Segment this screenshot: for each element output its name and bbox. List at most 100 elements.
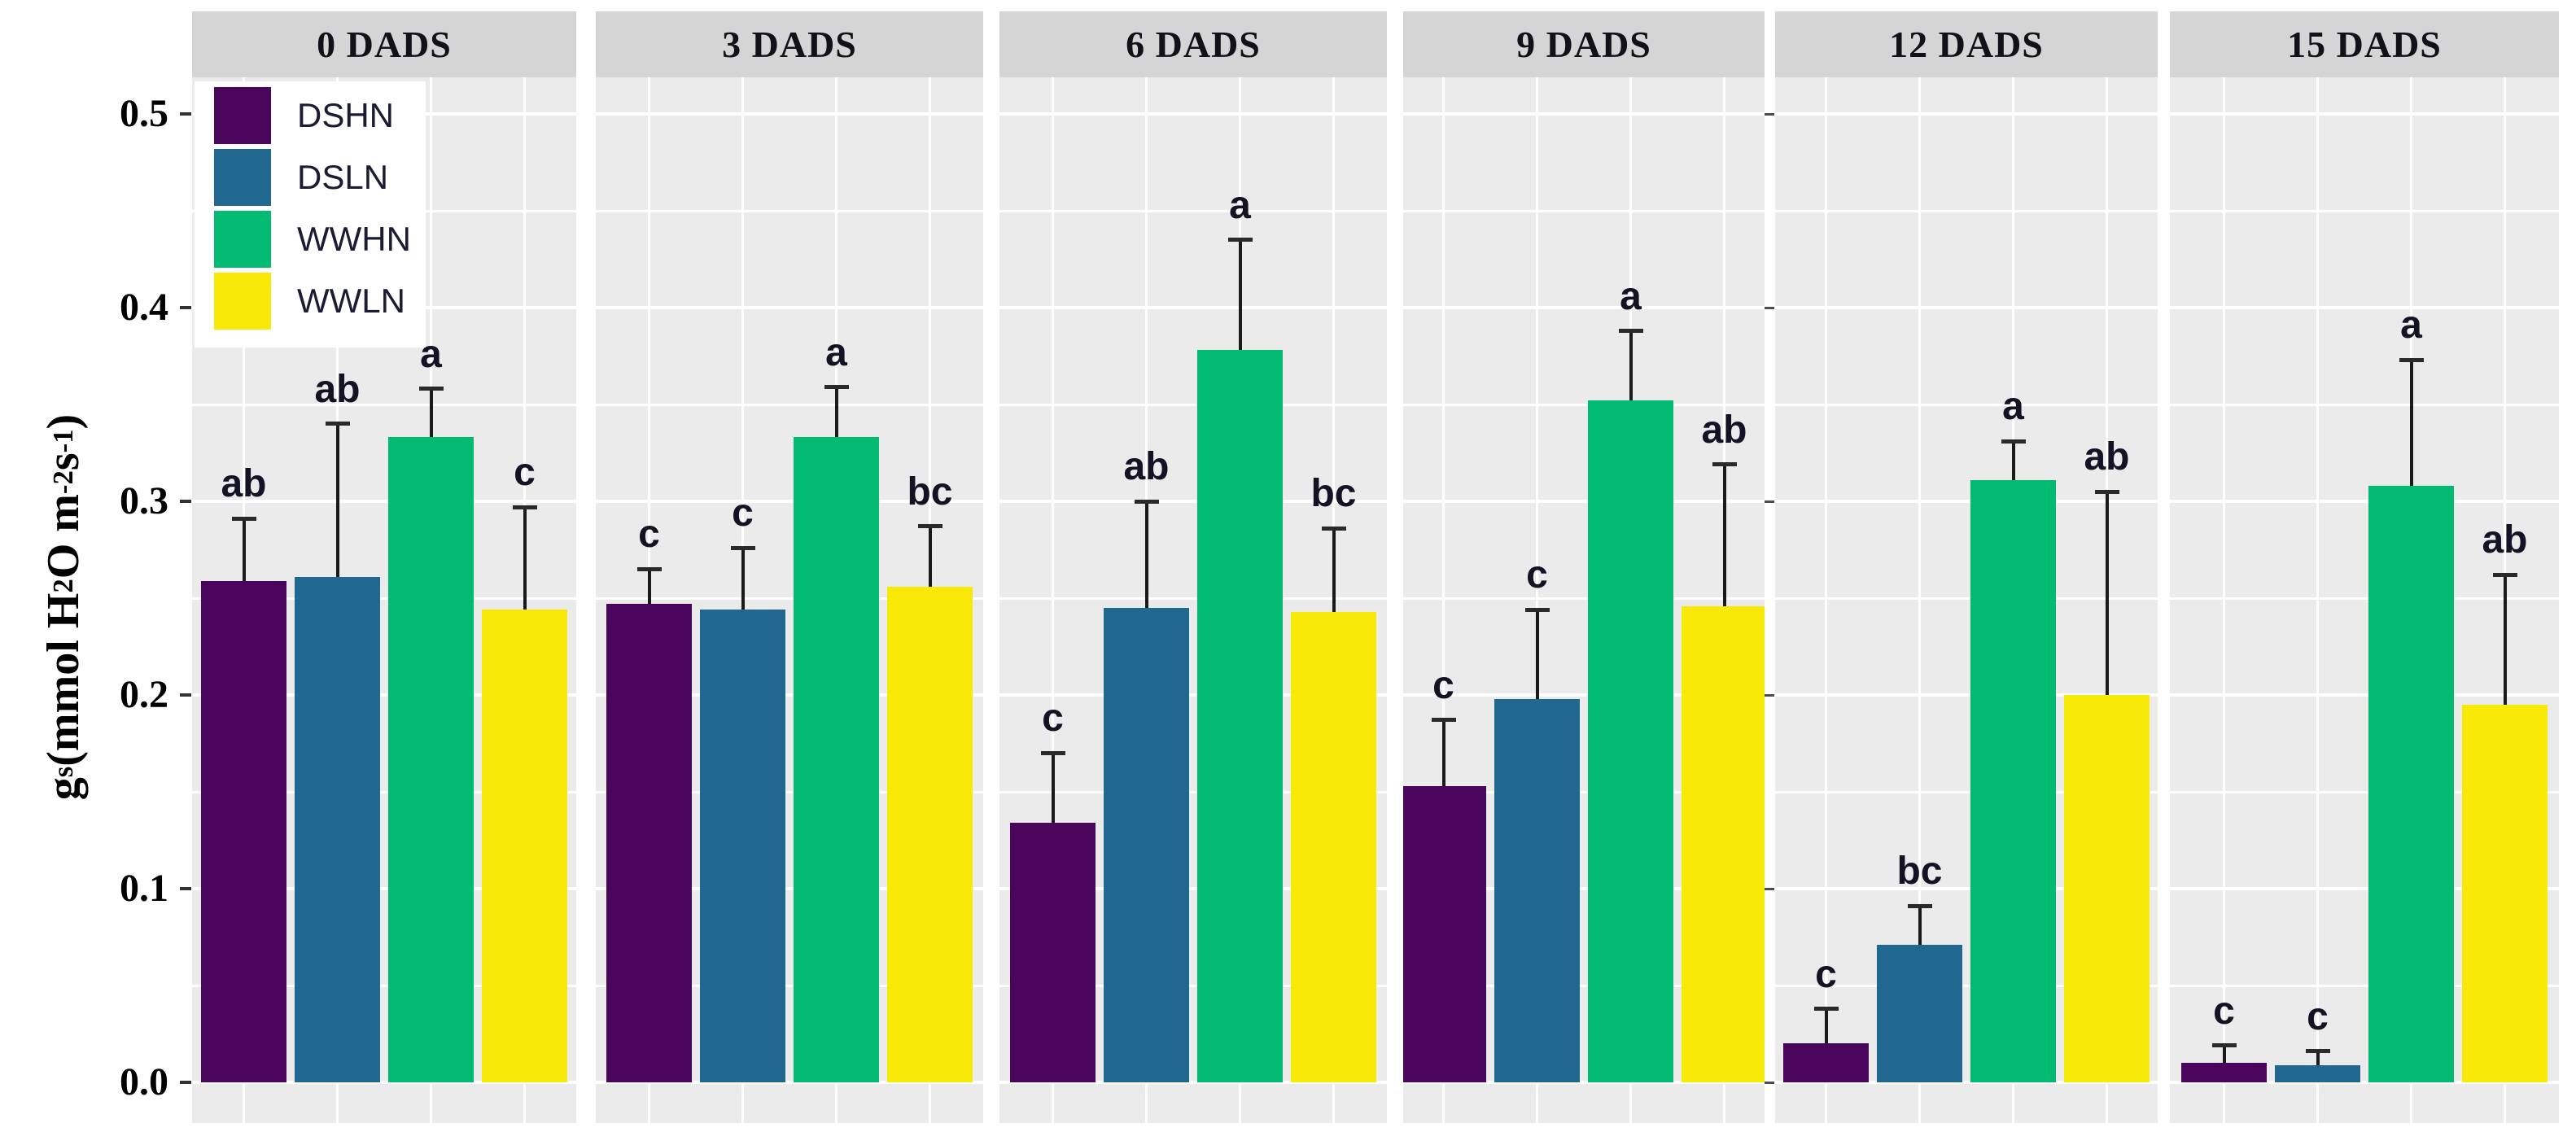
gridline-major-horizontal <box>2170 693 2559 697</box>
significance-letter: c <box>638 513 660 557</box>
bar-wwln <box>1682 605 1765 1082</box>
error-bar-line <box>1918 906 1922 945</box>
y-tick-mark <box>180 306 191 309</box>
significance-letter: ab <box>314 367 361 411</box>
facet-header-label: 6 DADS <box>1126 24 1261 65</box>
gridline-minor-horizontal <box>2170 403 2559 406</box>
bar-wwhn <box>2368 485 2454 1082</box>
gridline-major-horizontal <box>192 500 576 503</box>
legend-key-wwhn <box>214 211 271 268</box>
facet-header: 0 DADS <box>192 11 576 77</box>
error-bar-cap <box>512 505 537 509</box>
error-bar-line <box>523 507 527 610</box>
error-bar-line <box>1441 719 1445 786</box>
bar-dshn <box>2181 1063 2267 1082</box>
gridline-minor-horizontal <box>2170 790 2559 793</box>
gridline-minor-horizontal <box>999 597 1387 600</box>
significance-letter: c <box>1042 697 1064 741</box>
facet-header: 15 DADS <box>2170 11 2559 77</box>
gridline-minor-horizontal <box>1775 790 2158 793</box>
gridline-major-vertical <box>1918 77 1921 1123</box>
bar-wwln <box>887 586 973 1082</box>
gridline-major-vertical <box>2316 77 2319 1123</box>
error-bar-cap <box>1321 526 1346 531</box>
facet-header: 12 DADS <box>1775 11 2158 77</box>
error-bar-line <box>1629 330 1633 401</box>
gridline-major-horizontal <box>1403 112 1765 116</box>
significance-letter: a <box>825 330 847 374</box>
facet-panel: c c a ab <box>2170 77 2559 1123</box>
gridline-major-horizontal <box>1775 112 2158 116</box>
error-bar-line <box>2316 1051 2320 1065</box>
bar-wwln <box>1291 611 1376 1082</box>
y-axis-title-part: 2 <box>47 579 79 593</box>
error-bar-cap <box>2305 1049 2330 1054</box>
significance-letter: ab <box>2482 518 2528 562</box>
bar-wwln <box>482 610 567 1082</box>
inner-axis-tick-mark <box>1764 112 1774 116</box>
facet-header-label: 9 DADS <box>1516 24 1651 65</box>
error-bar-line <box>335 423 339 577</box>
y-axis-title-part: s <box>38 452 89 471</box>
gridline-major-horizontal <box>999 306 1387 309</box>
legend-label-wwln: WWLN <box>297 282 405 320</box>
gridline-major-horizontal <box>192 693 576 697</box>
error-bar-line <box>1722 464 1726 606</box>
error-bar-line <box>2503 575 2507 705</box>
facet-header-label: 15 DADS <box>2287 24 2442 65</box>
bar-dsln <box>1494 698 1580 1082</box>
gridline-major-horizontal <box>596 693 983 697</box>
gridline-minor-horizontal <box>1775 209 2158 212</box>
y-tick-label-0.5: 0.5 <box>120 92 168 135</box>
bar-wwln <box>2462 704 2548 1082</box>
bar-dshn <box>1783 1043 1869 1082</box>
gridline-major-horizontal <box>1403 693 1765 697</box>
error-bar-cap <box>1134 499 1159 504</box>
inner-axis-tick-mark <box>1764 887 1774 890</box>
gridline-minor-horizontal <box>1403 790 1765 793</box>
error-bar-cap <box>2492 572 2517 577</box>
y-tick-mark <box>180 112 191 116</box>
significance-letter: a <box>1620 274 1642 318</box>
gridline-minor-horizontal <box>999 403 1387 406</box>
bar-wwhn <box>1970 479 2056 1082</box>
gridline-major-horizontal <box>1775 1081 2158 1084</box>
bar-dshn <box>606 604 692 1082</box>
gridline-major-horizontal <box>1403 500 1765 503</box>
gridline-minor-horizontal <box>1403 597 1765 600</box>
error-bar-line <box>242 518 246 581</box>
gridline-major-horizontal <box>1775 693 2158 697</box>
error-bar-cap <box>917 524 942 529</box>
gridline-minor-horizontal <box>596 209 983 212</box>
facet-header: 3 DADS <box>596 11 983 77</box>
bar-wwhn <box>1197 350 1283 1082</box>
significance-letter: c <box>514 451 536 495</box>
error-bar-cap <box>2001 439 2026 444</box>
error-bar-line <box>1535 610 1539 699</box>
gridline-major-horizontal <box>1403 887 1765 890</box>
inner-axis-tick-mark <box>1764 306 1774 309</box>
facet-header: 9 DADS <box>1403 11 1765 77</box>
error-bar-line <box>1332 528 1336 612</box>
gridline-minor-horizontal <box>1775 984 2158 987</box>
gridline-minor-horizontal <box>1775 403 2158 406</box>
significance-letter: ab <box>221 462 267 506</box>
bar-dshn <box>1010 823 1096 1082</box>
y-axis-title-part: s <box>47 766 79 778</box>
gridline-major-horizontal <box>1403 1081 1765 1084</box>
facet-header: 6 DADS <box>999 11 1387 77</box>
gridline-major-horizontal <box>2170 306 2559 309</box>
bar-dsln <box>700 610 785 1082</box>
bar-wwhn <box>794 437 879 1082</box>
legend-label-dshn: DSHN <box>297 96 395 134</box>
bar-wwln <box>2064 695 2150 1082</box>
error-bar-cap <box>1040 750 1065 755</box>
y-tick-mark <box>180 693 191 697</box>
facet-header-label: 0 DADS <box>317 24 452 65</box>
bar-dshn <box>201 580 286 1082</box>
gridline-major-horizontal <box>1775 306 2158 309</box>
gridline-minor-horizontal <box>596 597 983 600</box>
gridline-minor-horizontal <box>2170 597 2559 600</box>
significance-letter: c <box>1432 663 1454 707</box>
